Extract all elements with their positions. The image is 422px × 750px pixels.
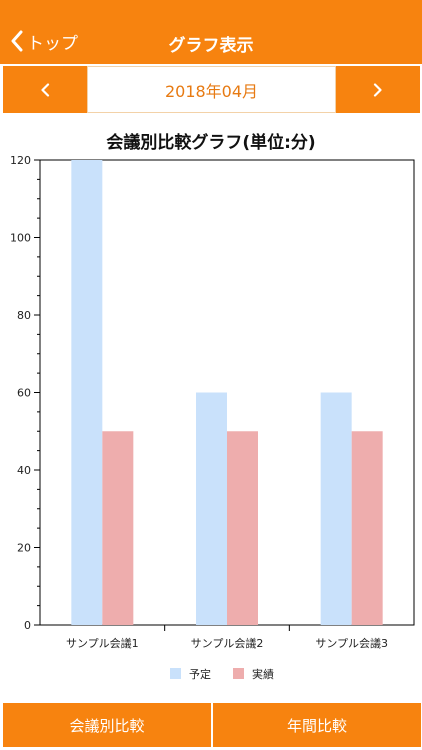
legend-label: 実績 (252, 667, 274, 681)
bar-actual-3 (351, 431, 383, 625)
chevron-right-icon (373, 82, 382, 97)
back-button-label: トップ (27, 33, 78, 54)
y-tick-label: 20 (17, 542, 31, 555)
x-category-label: サンプル会議1 (66, 636, 139, 650)
tab-annual-comparison[interactable]: 年間比較 (213, 703, 421, 747)
y-tick-label: 40 (17, 464, 31, 477)
chevron-left-icon (11, 30, 23, 52)
chart-title: 会議別比較グラフ(単位:分) (106, 133, 316, 153)
bar-actual-2 (227, 431, 258, 625)
x-category-label: サンプル会議2 (191, 636, 264, 650)
legend-swatch (170, 668, 181, 679)
back-button[interactable]: トップ (10, 29, 78, 54)
current-month-label: 2018年04月 (87, 66, 336, 113)
y-tick-label: 80 (17, 309, 31, 322)
previous-month-button[interactable] (3, 66, 87, 113)
y-tick-label: 0 (24, 619, 31, 632)
bar-actual-1 (102, 431, 134, 625)
bar-planned-2 (196, 392, 227, 625)
next-month-button[interactable] (336, 66, 420, 113)
page-title: グラフ表示 (168, 36, 254, 56)
bar-chart: 0 20 40 60 80 100 120 サンプル会議1 サンプル会議2 サンプル会議3 予定 実績 (10, 154, 415, 681)
x-category-label: サンプル会議3 (315, 636, 388, 650)
chevron-left-icon (41, 82, 50, 97)
y-tick-label: 100 (10, 232, 31, 245)
nav-bar: トップ グラフ表示 (0, 0, 422, 64)
month-selector: 2018年04月 (0, 66, 422, 113)
bottom-tab-bar: 会議別比較 年間比較 (0, 703, 422, 747)
tab-meeting-comparison[interactable]: 会議別比較 (3, 703, 211, 747)
legend-swatch (233, 668, 244, 679)
bar-planned-1 (71, 160, 103, 625)
legend-label: 予定 (189, 667, 211, 681)
y-tick-label: 60 (17, 387, 31, 400)
bar-planned-3 (320, 392, 352, 625)
y-tick-label: 120 (10, 154, 31, 167)
